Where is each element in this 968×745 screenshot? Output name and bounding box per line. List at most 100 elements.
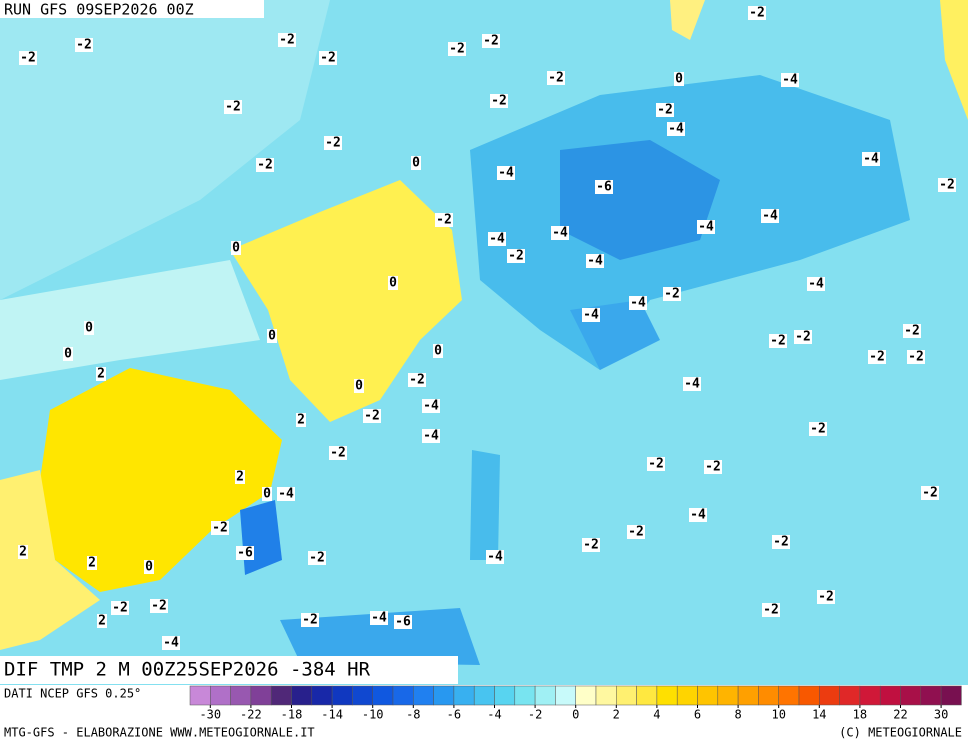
label-box — [488, 232, 506, 246]
label-box — [582, 538, 600, 552]
colorbar-tick-label: -10 — [362, 708, 384, 722]
colorbar-swatch — [473, 685, 495, 706]
contour-label: 0 — [355, 379, 363, 394]
colorbar-swatch — [798, 685, 820, 706]
contour-label: -4 — [487, 550, 503, 565]
colorbar-tick-label: 0 — [572, 708, 579, 722]
colorbar-tick-label: -8 — [406, 708, 420, 722]
label-box — [748, 6, 766, 20]
label-box — [231, 241, 241, 255]
label-box — [704, 460, 722, 474]
label-box — [435, 213, 453, 227]
contour-label: 0 — [232, 241, 240, 256]
colorbar-swatch — [879, 685, 901, 706]
label-box — [319, 51, 337, 65]
colorbar-swatch — [575, 685, 597, 706]
label-box — [907, 350, 925, 364]
colorbar-swatch — [920, 685, 942, 706]
colorbar-tick-label: -18 — [281, 708, 303, 722]
contour-label: -2 — [483, 34, 499, 49]
label-box — [324, 136, 342, 150]
contour-label: -2 — [628, 525, 644, 540]
label-box — [422, 399, 440, 413]
colorbar-swatch — [453, 685, 475, 706]
contour-label: 2 — [98, 614, 106, 629]
contour-label: -4 — [371, 611, 387, 626]
colorbar-swatch — [311, 685, 333, 706]
colorbar-swatch — [616, 685, 637, 706]
contour-labels: -2-2 -2-2-2-2-2-2 -40-2 -2-2-4-2-2 0-4-6-4-2… — [18, 6, 956, 651]
colorbar-tick-label: 10 — [771, 708, 785, 722]
label-box — [388, 276, 398, 290]
label-box — [256, 158, 274, 172]
contour-label: -2 — [508, 249, 524, 264]
label-box — [683, 377, 701, 391]
label-box — [656, 103, 674, 117]
contour-label: -2 — [773, 535, 789, 550]
contour-label: -2 — [548, 71, 564, 86]
colorbar-swatch — [900, 685, 922, 706]
colorbar-swatch — [819, 685, 840, 706]
contour-label: -2 — [257, 158, 273, 173]
label-box — [938, 178, 956, 192]
colorbar-swatch — [230, 685, 252, 706]
label-box — [547, 71, 565, 85]
colorbar-tick-label: 6 — [694, 708, 701, 722]
colorbar-tick-label: 14 — [812, 708, 826, 722]
label-box — [363, 409, 381, 423]
contour-label: -4 — [583, 308, 599, 323]
label-box — [96, 367, 106, 381]
label-box — [308, 551, 326, 565]
label-box — [781, 73, 799, 87]
contour-label: -2 — [325, 136, 341, 151]
contour-label: -6 — [237, 546, 253, 561]
label-box — [595, 180, 613, 194]
contour-label: -4 — [630, 296, 646, 311]
contour-label: -2 — [364, 409, 380, 424]
contour-label: -2 — [491, 94, 507, 109]
label-box — [490, 94, 508, 108]
contour-label: -4 — [684, 377, 700, 392]
contour-label: -4 — [668, 122, 684, 137]
colorbar-swatch — [737, 685, 759, 706]
colorbar-swatch — [291, 685, 313, 706]
colorbar-tick-label: 4 — [653, 708, 660, 722]
contour-label: 0 — [412, 156, 420, 171]
label-box — [19, 51, 37, 65]
label-box — [394, 615, 412, 629]
label-box — [868, 350, 886, 364]
label-box — [150, 599, 168, 613]
label-box — [277, 487, 295, 501]
colorbar-swatch — [697, 685, 719, 706]
colorbar-swatch — [656, 685, 678, 706]
label-box — [354, 379, 364, 393]
contour-label: -2 — [583, 538, 599, 553]
label-box — [551, 226, 569, 240]
label-box — [262, 487, 272, 501]
contour-label: -4 — [423, 399, 439, 414]
contour-label: -2 — [212, 521, 228, 536]
label-box — [433, 344, 443, 358]
label-box — [236, 546, 254, 560]
colorbar-swatch — [392, 685, 414, 706]
contour-label: -2 — [330, 446, 346, 461]
contour-label: 0 — [434, 344, 442, 359]
colorbar-tick-label: -30 — [199, 708, 221, 722]
contour-label: -2 — [112, 601, 128, 616]
label-box — [663, 287, 681, 301]
colorbar-swatch — [270, 685, 292, 706]
contour-label: 2 — [297, 413, 305, 428]
contour-label: -2 — [749, 6, 765, 21]
label-box — [497, 166, 515, 180]
label-box — [267, 329, 277, 343]
contour-label: -2 — [869, 350, 885, 365]
label-box — [370, 611, 388, 625]
label-box — [486, 550, 504, 564]
footer-left: MTG-GFS - ELABORAZIONE WWW.METEOGIORNALE… — [4, 726, 315, 740]
label-box — [697, 220, 715, 234]
contour-label: -6 — [395, 615, 411, 630]
label-box — [224, 100, 242, 114]
contour-label: -6 — [596, 180, 612, 195]
